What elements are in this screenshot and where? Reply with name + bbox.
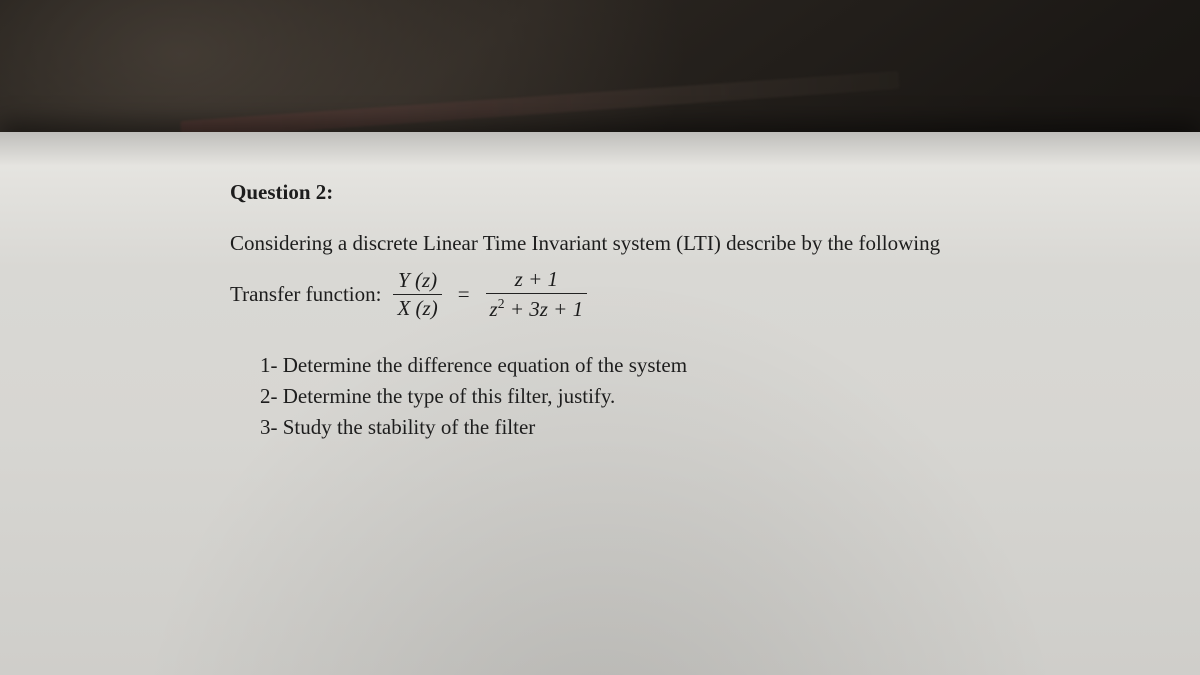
den-rest: + 3z + 1 [505, 297, 584, 321]
photo-scene: Question 2: Considering a discrete Linea… [0, 0, 1200, 675]
tf-lhs-numerator: Y (z) [394, 269, 441, 292]
tf-rhs-denominator: z2 + 3z + 1 [486, 296, 588, 321]
tf-rhs-fraction: z + 1 z2 + 3z + 1 [486, 268, 588, 321]
den-z-exponent: 2 [498, 296, 505, 311]
sub-questions-list: Determine the difference equation of the… [230, 353, 970, 440]
tf-label: Transfer function: [230, 282, 381, 307]
tf-lhs-denominator: X (z) [393, 297, 441, 320]
exam-paper: Question 2: Considering a discrete Linea… [0, 132, 1200, 675]
fraction-bar [393, 294, 441, 295]
question-intro: Considering a discrete Linear Time Invar… [230, 227, 970, 260]
sub-question-2: Determine the type of this filter, justi… [254, 384, 970, 409]
question-title: Question 2: [230, 180, 970, 205]
sub-question-1: Determine the difference equation of the… [254, 353, 970, 378]
equals-sign: = [454, 282, 474, 307]
fraction-bar [486, 293, 588, 294]
tf-lhs-fraction: Y (z) X (z) [393, 269, 441, 320]
transfer-function-line: Transfer function: Y (z) X (z) = z + 1 z… [230, 268, 970, 321]
sub-question-3: Study the stability of the filter [254, 415, 970, 440]
den-z: z [490, 297, 498, 321]
tf-rhs-numerator: z + 1 [511, 268, 562, 291]
